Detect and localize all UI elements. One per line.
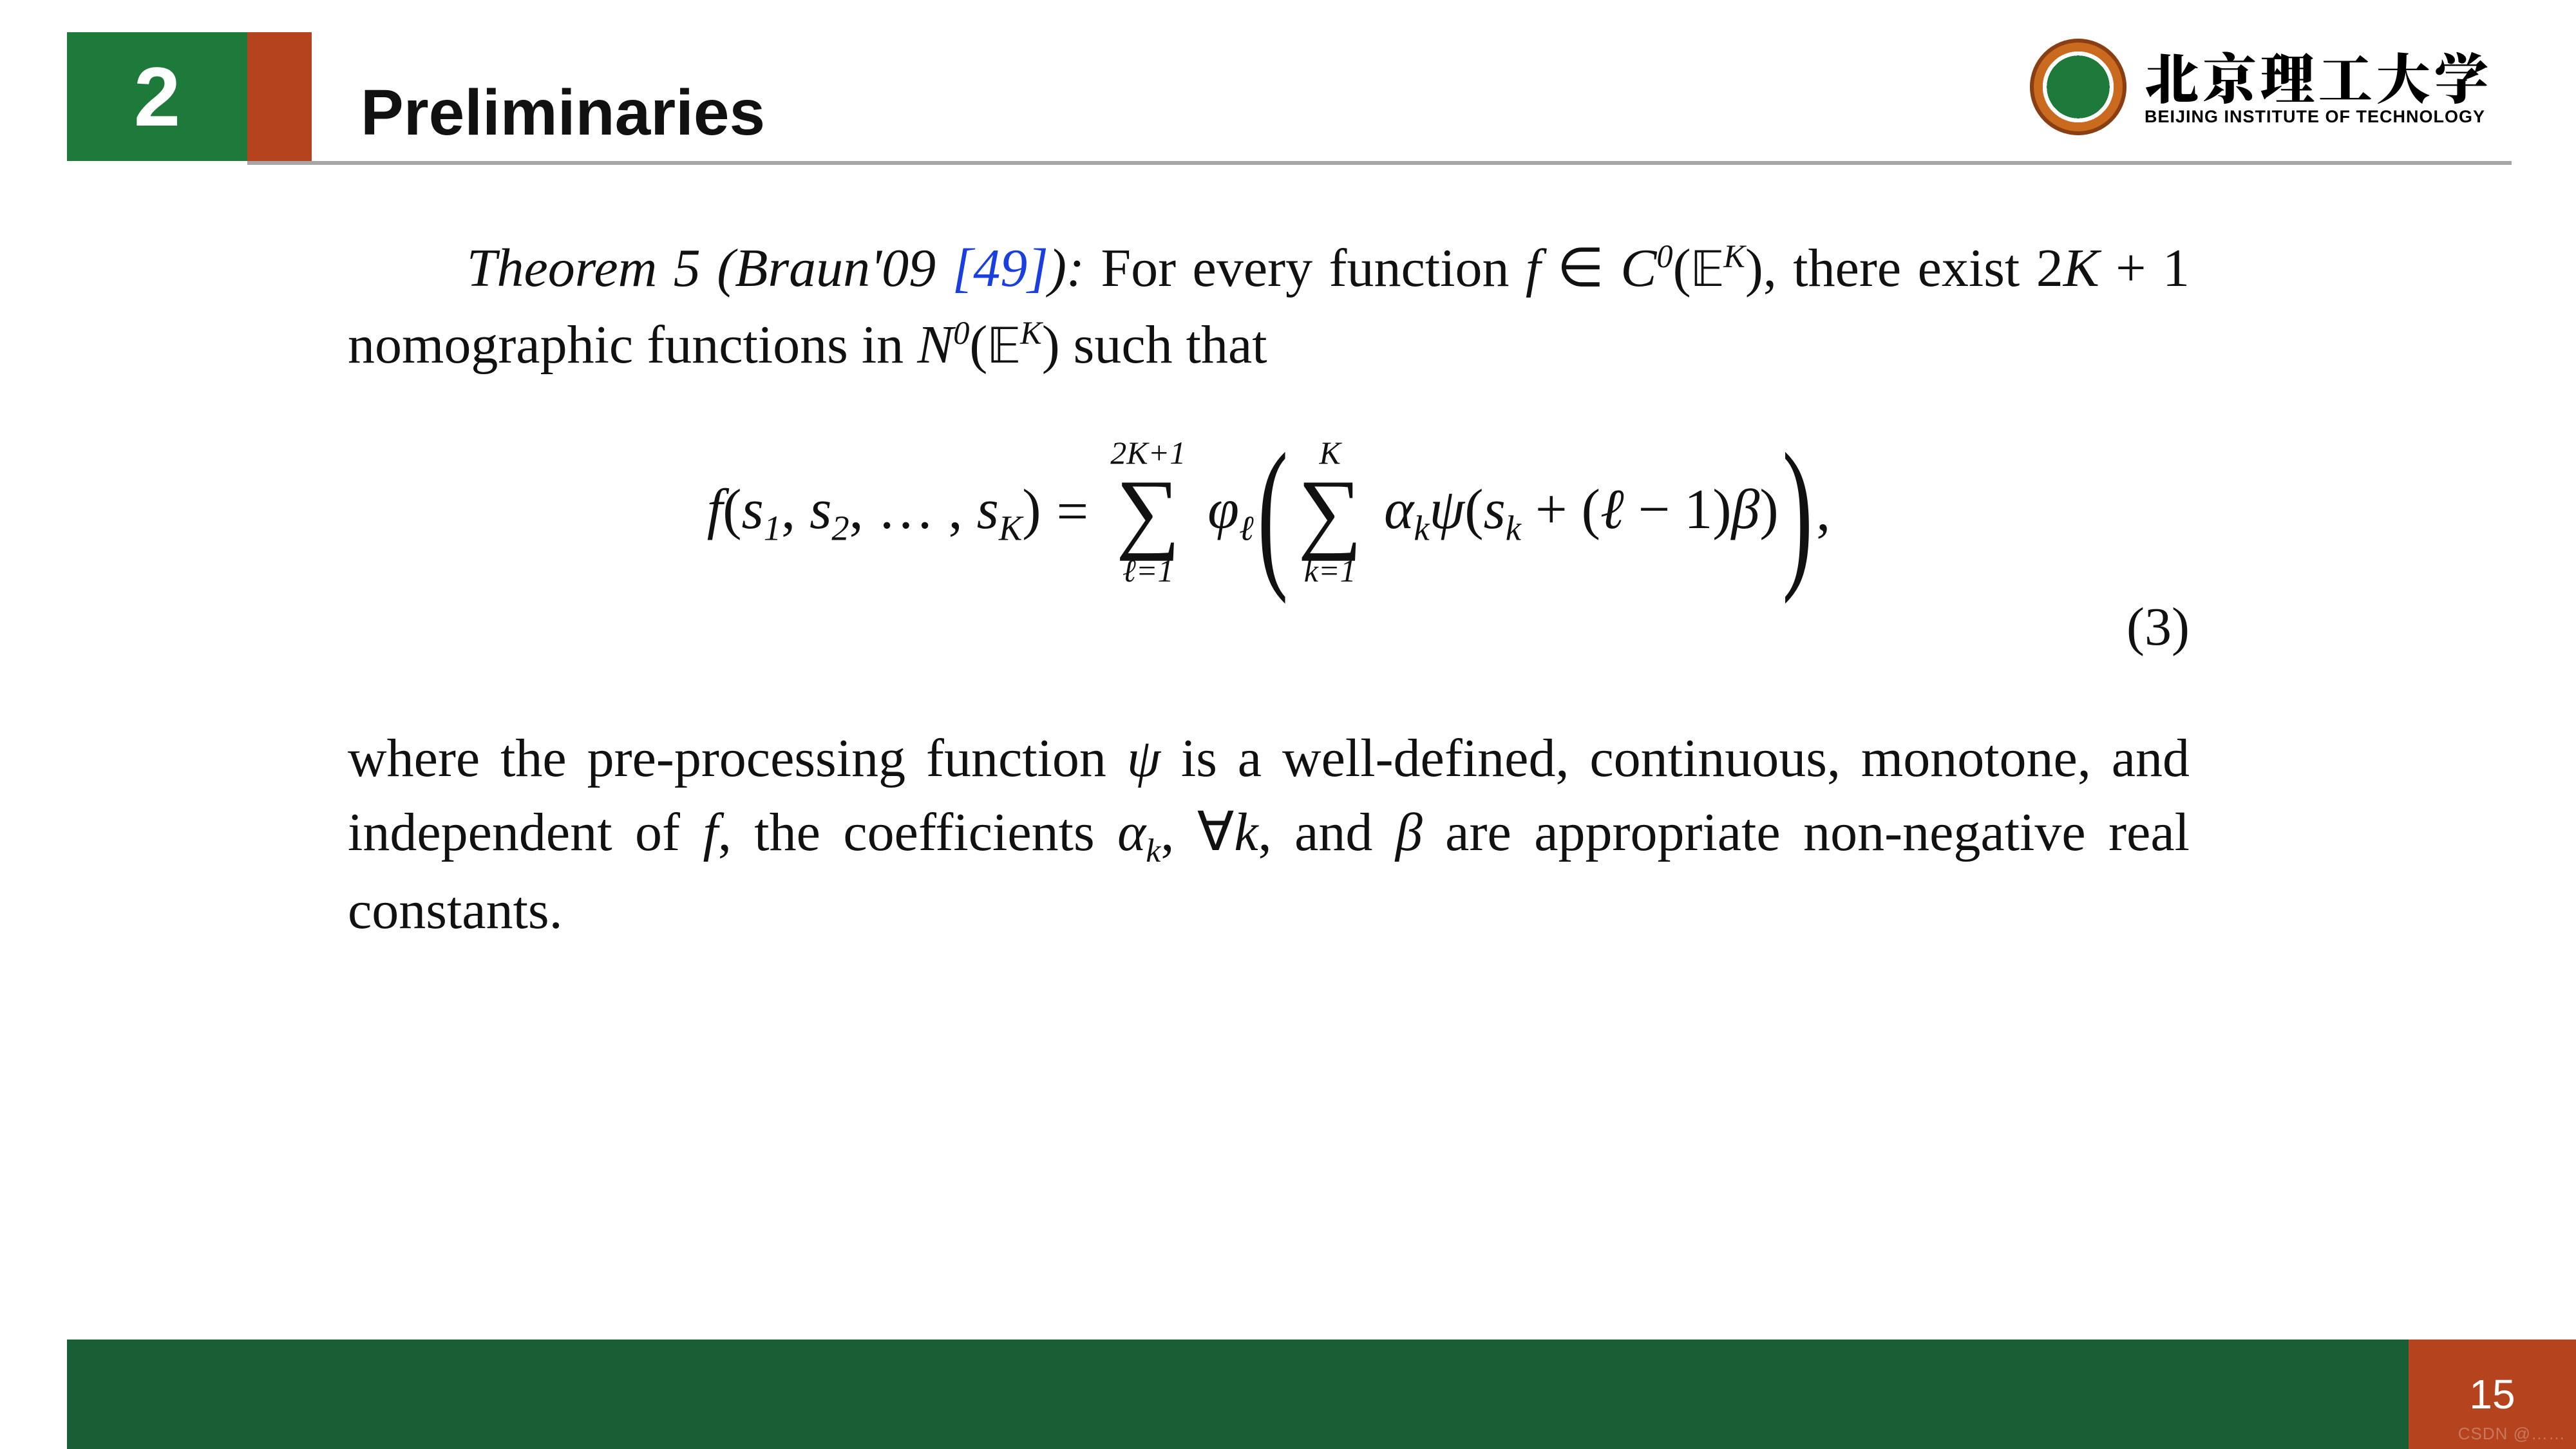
sup-Kb: K <box>1020 315 1042 351</box>
eq-sub-K: K <box>999 509 1022 548</box>
eq-sk-sub: k <box>1506 509 1521 548</box>
eq-sym-psi: ψ <box>1430 478 1465 541</box>
eq-inner-open: ( <box>1464 478 1483 541</box>
symbol-C: C <box>1620 238 1656 298</box>
big-paren-close-icon: ) <box>1782 445 1813 579</box>
eq-sub-k: k <box>1414 509 1429 548</box>
eq-sym-sK: s <box>977 478 999 541</box>
logo-chinese: 北京理工大学 <box>2145 49 2492 103</box>
outer-sum: 2K+1 ∑ ℓ=1 <box>1110 437 1186 587</box>
symbol-E: 𝔼 <box>1691 245 1724 299</box>
eq-paren: ( <box>723 478 741 541</box>
theorem-label: Theorem 5 (Braun'09 <box>467 238 952 298</box>
slide: 2 Preliminaries 北京理工大学 BEIJING INSTITUTE… <box>0 0 2576 1449</box>
inner-expression: αkψ(sk + (ℓ − 1)β) <box>1384 471 1779 553</box>
theorem-text-mid: , there exist 2 <box>1763 238 2063 298</box>
sup-0b: 0 <box>953 315 969 351</box>
paren-close: ) <box>1745 238 1763 298</box>
followup-d: , ∀ <box>1160 802 1234 862</box>
f-sym-psi: ψ <box>1127 728 1160 788</box>
equation-number: (3) <box>2126 591 2190 664</box>
sigma-icon: ∑ <box>1116 469 1180 554</box>
section-title: Preliminaries <box>361 76 765 150</box>
eq-sym-beta: β <box>1732 478 1760 541</box>
eq-equals: = <box>1057 473 1089 551</box>
eq-sym-ell: ℓ <box>1600 478 1624 541</box>
eq-trailing-comma: , <box>1816 473 1830 551</box>
eq-sym-sk: s <box>1484 478 1506 541</box>
logo-seal-icon <box>2030 39 2126 135</box>
paren-close-b: ) <box>1042 315 1060 375</box>
eq-sym-phi: φ <box>1208 478 1239 541</box>
university-logo: 北京理工大学 BEIJING INSTITUTE OF TECHNOLOGY <box>2030 39 2492 135</box>
eq-comma: , <box>781 478 810 541</box>
page-number: 15 <box>2469 1370 2515 1418</box>
equation-block: f(s1, s2, … , sK) = 2K+1 ∑ ℓ=1 φℓ ( K ∑ … <box>348 437 2190 587</box>
f-sub-k: k <box>1146 833 1160 869</box>
f-sym-alpha: α <box>1117 802 1146 862</box>
sup-K: K <box>1723 238 1745 274</box>
paren-open-b: ( <box>969 315 987 375</box>
eq-sym-s2: s <box>810 478 831 541</box>
eq-plus: + ( <box>1521 478 1600 541</box>
theorem-text-a: For every function <box>1084 238 1526 298</box>
footer-bar <box>67 1340 2576 1449</box>
symbol-N: N <box>917 315 953 375</box>
equation-lhs: f(s1, s2, … , sK) <box>707 471 1041 553</box>
sum2-lower: k=1 <box>1304 554 1356 587</box>
section-number: 2 <box>134 48 180 145</box>
theorem-paragraph: Theorem 5 (Braun'09 [49]): For every fun… <box>348 232 2190 385</box>
logo-english: BEIJING INSTITUTE OF TECHNOLOGY <box>2145 108 2492 126</box>
followup-c: , the coefficients <box>718 802 1117 862</box>
phi-term: φℓ <box>1208 471 1253 553</box>
paren-open: ( <box>1673 238 1691 298</box>
eq-sym-alpha: α <box>1384 478 1414 541</box>
eq-sub-2: 2 <box>831 509 849 548</box>
theorem-tail: such that <box>1060 315 1267 375</box>
watermark: CSDN @…… <box>2458 1424 2566 1444</box>
symbol-Eb: 𝔼 <box>987 321 1020 375</box>
eq-sub-ell: ℓ <box>1239 509 1254 548</box>
sigma2-icon: ∑ <box>1298 469 1362 554</box>
eq-inner-close: ) <box>1759 478 1778 541</box>
eq-minus1: − 1) <box>1624 478 1732 541</box>
followup-a: where the pre-processing function <box>348 728 1127 788</box>
sum-lower: ℓ=1 <box>1122 554 1174 587</box>
eq-sym-f: f <box>707 478 723 541</box>
citation-link[interactable]: [49] <box>952 238 1048 298</box>
symbol-f: f <box>1526 238 1540 298</box>
eq-sym-s: s <box>742 478 764 541</box>
section-number-box: 2 <box>67 32 247 161</box>
slide-body: Theorem 5 (Braun'09 [49]): For every fun… <box>348 232 2190 948</box>
big-paren-open-icon: ( <box>1257 445 1288 579</box>
theorem-text-in: ∈ <box>1540 238 1620 298</box>
eq-paren-close: ) <box>1022 478 1041 541</box>
followup-e: , and <box>1258 802 1396 862</box>
f-sym-k: k <box>1234 802 1258 862</box>
theorem-label-after: ): <box>1048 238 1084 298</box>
equation: f(s1, s2, … , sK) = 2K+1 ∑ ℓ=1 φℓ ( K ∑ … <box>707 437 1830 587</box>
f-sym-f: f <box>703 802 717 862</box>
followup-paragraph: where the pre-processing function ψ is a… <box>348 722 2190 947</box>
sup-0: 0 <box>1656 238 1672 274</box>
eq-dots: , … , <box>849 478 977 541</box>
inner-sum: K ∑ k=1 <box>1298 437 1362 587</box>
eq-sub-1: 1 <box>764 509 781 548</box>
header-divider <box>247 161 2512 165</box>
f-sym-beta: β <box>1396 802 1423 862</box>
section-accent-strip <box>247 32 312 161</box>
symbol-K: K <box>2063 238 2099 298</box>
logo-text: 北京理工大学 BEIJING INSTITUTE OF TECHNOLOGY <box>2145 49 2492 126</box>
